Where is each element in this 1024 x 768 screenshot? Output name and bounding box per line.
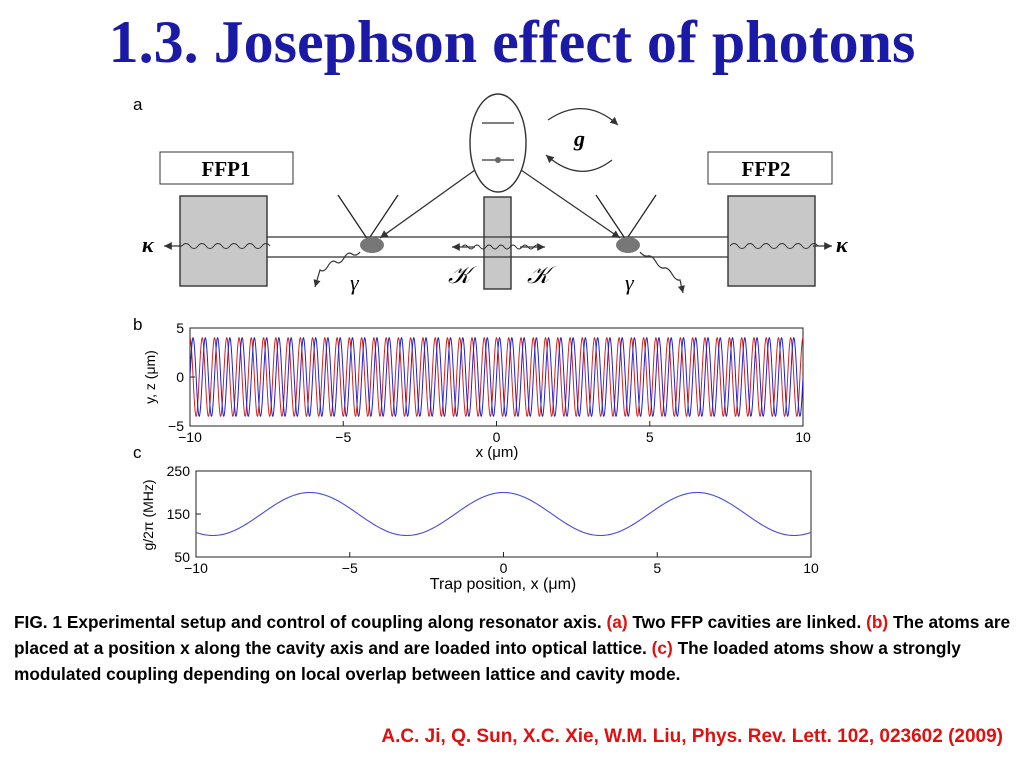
trap-cone-left	[337, 194, 399, 242]
slide-title: 1.3. Josephson effect of photons	[108, 9, 916, 75]
kappa-left-label: κ	[142, 232, 155, 257]
link-right	[520, 169, 621, 239]
panel-b-series	[189, 336, 804, 418]
coupling-left-label: 𝒦	[448, 263, 478, 289]
panel-b-series-line	[189, 336, 804, 418]
gamma-right-arrow	[639, 251, 685, 294]
panel-c-xtick-label: 5	[653, 560, 661, 576]
panel-b-label: b	[133, 315, 142, 334]
panel-c-ytick-label: 250	[167, 463, 191, 479]
panel-c-xticks: −10 −5 0 5 10	[184, 552, 819, 576]
ffp1-cavity	[179, 195, 268, 287]
panel-c-series	[195, 491, 812, 537]
caption-text-b: The atoms are placed at a position x alo…	[14, 612, 1011, 658]
caption-text-c: The loaded atoms show a strongly modulat…	[14, 638, 961, 684]
panel-c-ylabel: g/2π (MHz)	[140, 479, 156, 550]
atom-cloud-left	[360, 237, 384, 253]
trap-cone-right	[595, 194, 657, 242]
caption-tag-c: (c)	[651, 638, 673, 658]
level-dot	[495, 157, 501, 163]
panel-b-xtick-label: −5	[335, 429, 351, 445]
ffp2-frame	[707, 151, 833, 185]
panel-b-xtick-label: 0	[493, 429, 501, 445]
gamma-left-label: γ	[350, 270, 360, 295]
panel-c-ytick-label: 150	[167, 506, 191, 522]
panel-b-ylabel: y, z (μm)	[142, 350, 158, 404]
caption-tag-b: (b)	[866, 612, 889, 632]
g-arrow-top	[547, 108, 619, 126]
panel-b-xtick-label: 5	[646, 429, 654, 445]
ffp2-label: FFP2	[742, 157, 791, 181]
figure: a FFP1 FFP2 κ κ	[133, 93, 849, 593]
gamma-left-arrow	[313, 251, 361, 288]
panel-c-frame	[195, 470, 812, 558]
panel-c-ytick-label: 50	[174, 549, 190, 565]
panel-b-ytick-label: 0	[176, 369, 184, 385]
panel-b-ytick-label: 5	[176, 320, 184, 336]
kappa-right-label: κ	[836, 232, 849, 257]
photon-wave-right	[729, 243, 819, 249]
panel-b-ytick-label: −5	[168, 418, 184, 434]
panel-b-xtick-label: 10	[795, 429, 811, 445]
panel-b-yticks: 5 0 −5	[168, 320, 195, 434]
ffp1-label: FFP1	[202, 157, 251, 181]
panel-c-xtick-label: 0	[500, 560, 508, 576]
center-mirror	[483, 196, 512, 290]
panel-c-xtick-label: −10	[184, 560, 208, 576]
caption-text-a: Two FFP cavities are linked.	[627, 612, 867, 632]
g-arrow-bottom	[545, 154, 613, 173]
panel-b-xtick-label: −10	[178, 429, 202, 445]
coupling-right-label: 𝒦	[527, 263, 557, 289]
panel-c-yticks: 250 150 50	[167, 463, 201, 565]
g-label: g	[573, 126, 585, 151]
panel-b: b −10 −5 0 5 10 50−5 x (μm) y, z (μm)	[133, 315, 811, 461]
panel-c-xtick-label: 10	[803, 560, 819, 576]
panel-c-series-line	[195, 491, 812, 537]
caption-lead: FIG. 1 Experimental setup and control of…	[14, 612, 607, 632]
ffp1-frame	[159, 151, 294, 185]
figure-caption: FIG. 1 Experimental setup and control of…	[14, 609, 1019, 687]
photon-wave-left	[181, 243, 271, 249]
panel-c-label: c	[133, 443, 142, 462]
atom-level-diagram	[469, 93, 527, 193]
ffp2-cavity	[727, 195, 816, 287]
panel-c-xtick-label: −5	[342, 560, 358, 576]
panel-c-xlabel: Trap position, x (μm)	[430, 576, 576, 593]
caption-tag-a: (a)	[606, 612, 628, 632]
citation: A.C. Ji, Q. Sun, X.C. Xie, W.M. Liu, Phy…	[381, 726, 1003, 747]
panel-b-xticks: −10 −5 0 5 10	[178, 421, 811, 445]
panel-a-label: a	[133, 95, 143, 114]
panel-c: c −10 −5 0 5 10 250 150 50 Trap position, x (μ…	[133, 443, 819, 593]
link-left	[379, 169, 476, 239]
atom-cloud-right	[616, 237, 640, 253]
panel-b-series-line	[189, 336, 804, 418]
gamma-right-label: γ	[625, 270, 635, 295]
panel-b-xlabel: x (μm)	[476, 444, 519, 461]
panel-a: a FFP1 FFP2 κ κ	[133, 93, 849, 295]
